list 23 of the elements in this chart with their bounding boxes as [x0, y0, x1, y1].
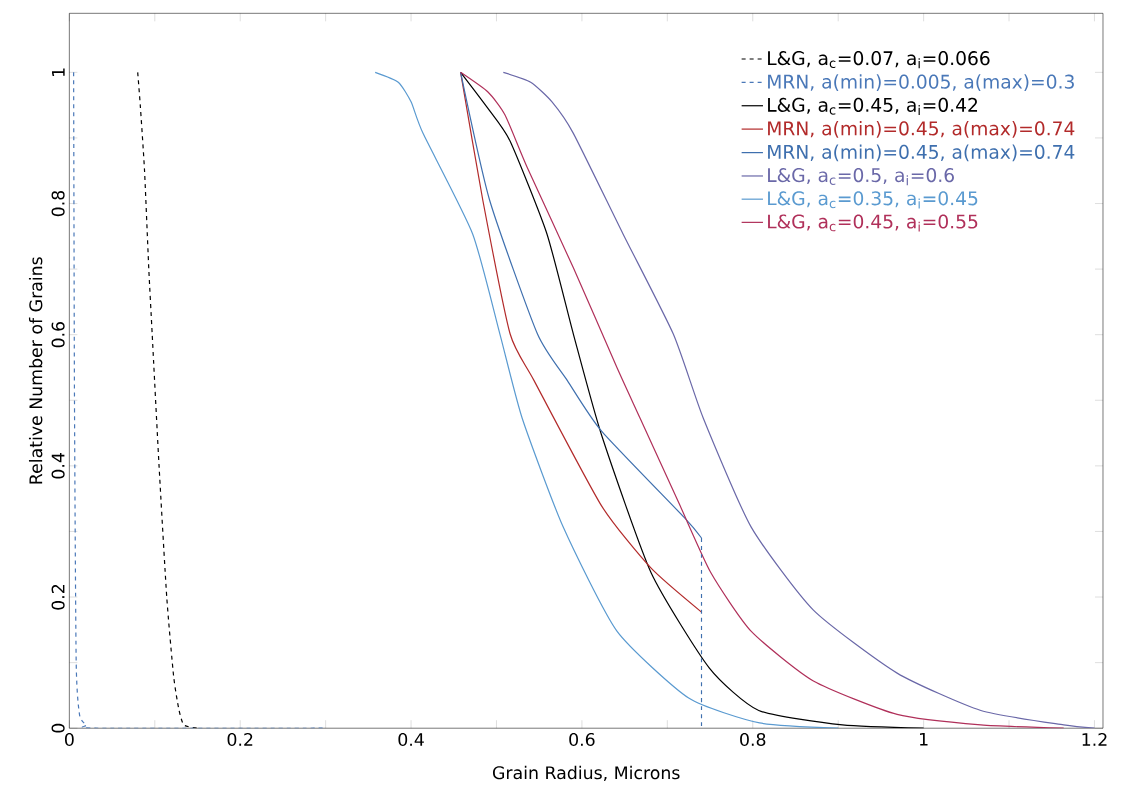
x-tick-label: 1	[920, 733, 928, 746]
x-tick-label: 0.6	[569, 733, 595, 747]
legend-label: MRN, a(min)=0.45, a(max)=0.74	[768, 144, 1075, 162]
y-tick-label: 0.4	[51, 453, 65, 479]
y-tick-label: 0.8	[51, 191, 65, 217]
x-tick-label: 0.8	[740, 733, 766, 747]
x-axis-title: Grain Radius, Microns	[492, 766, 680, 782]
legend-label: L&G, a$_{c}$=0.5, a$_{i}$=0.6	[768, 168, 954, 186]
legend-label: MRN, a(min)=0.45, a(max)=0.74	[768, 121, 1075, 138]
x-tick-label: 0.4	[398, 733, 424, 747]
legend-label: L&G, a$_{c}$=0.35, a$_{i}$=0.45	[768, 191, 978, 209]
y-axis-title: Relative Number of Grains	[28, 257, 43, 484]
legend-label: MRN, a(min)=0.005, a(max)=0.3	[768, 74, 1074, 92]
y-tick-label: 0	[51, 724, 65, 733]
x-tick-label: 0	[64, 733, 74, 747]
legend-label: L&G, a$_{c}$=0.07, a$_{i}$=0.066	[768, 51, 990, 69]
x-tick-label: 1.2	[1082, 733, 1107, 746]
legend-label: L&G, a$_{c}$=0.45, a$_{i}$=0.55	[768, 214, 978, 232]
y-tick-label: 0.6	[51, 322, 65, 348]
legend-label: L&G, a$_{c}$=0.45, a$_{i}$=0.42	[768, 98, 978, 116]
y-tick-label: 1	[52, 68, 65, 77]
x-tick-label: 0.2	[227, 733, 253, 747]
y-tick-label: 0.2	[51, 585, 65, 610]
